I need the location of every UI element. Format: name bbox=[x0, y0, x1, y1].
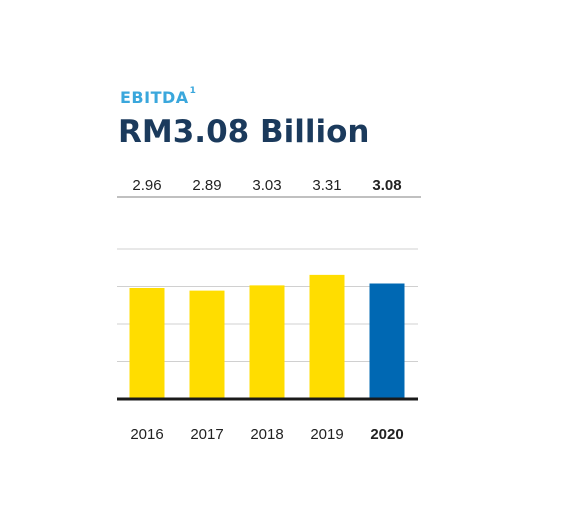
year-label-2016: 2016 bbox=[130, 426, 163, 443]
bar-2018 bbox=[249, 285, 285, 399]
value-label-2016: 2.96 bbox=[132, 177, 161, 194]
year-label-2019: 2019 bbox=[310, 426, 343, 443]
value-label-2018: 3.03 bbox=[252, 177, 281, 194]
year-label-2018: 2018 bbox=[250, 426, 283, 443]
kpi-label: EBITDA1 bbox=[120, 86, 197, 107]
value-label-2020: 3.08 bbox=[372, 177, 401, 194]
footnote-marker: 1 bbox=[189, 86, 197, 96]
year-label-2020: 2020 bbox=[370, 426, 403, 443]
bar-2017 bbox=[189, 290, 225, 399]
year-label-2017: 2017 bbox=[190, 426, 223, 443]
bar-2019 bbox=[309, 274, 345, 399]
year-labels-row: 2016 2017 2018 2019 2020 bbox=[130, 426, 403, 443]
bar-2020 bbox=[369, 283, 405, 399]
kpi-value: RM3.08 Billion bbox=[118, 114, 370, 150]
bars bbox=[129, 274, 405, 399]
value-labels-row: 2.96 2.89 3.03 3.31 3.08 bbox=[132, 177, 401, 194]
value-label-2017: 2.89 bbox=[192, 177, 221, 194]
value-label-2019: 3.31 bbox=[312, 177, 341, 194]
bar-2016 bbox=[129, 288, 165, 399]
kpi-label-text: EBITDA bbox=[120, 88, 189, 107]
